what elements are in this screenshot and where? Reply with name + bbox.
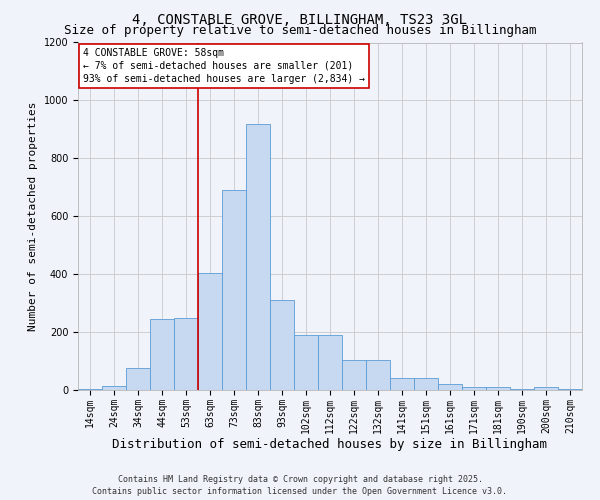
Text: 4 CONSTABLE GROVE: 58sqm
← 7% of semi-detached houses are smaller (201)
93% of s: 4 CONSTABLE GROVE: 58sqm ← 7% of semi-de… xyxy=(83,48,365,84)
Bar xyxy=(462,387,486,390)
Y-axis label: Number of semi-detached properties: Number of semi-detached properties xyxy=(28,102,38,331)
Text: Contains HM Land Registry data © Crown copyright and database right 2025.
Contai: Contains HM Land Registry data © Crown c… xyxy=(92,475,508,496)
Text: Size of property relative to semi-detached houses in Billingham: Size of property relative to semi-detach… xyxy=(64,24,536,37)
Bar xyxy=(342,360,366,390)
Bar xyxy=(150,319,174,390)
Bar xyxy=(318,335,342,390)
Bar xyxy=(366,360,390,390)
Bar xyxy=(198,272,222,390)
Bar xyxy=(390,378,414,390)
Bar xyxy=(486,387,510,390)
Bar xyxy=(414,378,438,390)
Bar xyxy=(534,387,558,390)
Bar xyxy=(294,335,318,390)
Text: 4, CONSTABLE GROVE, BILLINGHAM, TS23 3GL: 4, CONSTABLE GROVE, BILLINGHAM, TS23 3GL xyxy=(133,12,467,26)
Bar xyxy=(438,384,462,390)
Bar xyxy=(174,318,198,390)
Bar xyxy=(78,388,102,390)
Bar xyxy=(270,300,294,390)
X-axis label: Distribution of semi-detached houses by size in Billingham: Distribution of semi-detached houses by … xyxy=(113,438,548,452)
Bar xyxy=(126,368,150,390)
Bar xyxy=(102,386,126,390)
Bar xyxy=(510,389,534,390)
Bar xyxy=(222,190,246,390)
Bar xyxy=(246,124,270,390)
Bar xyxy=(558,389,582,390)
